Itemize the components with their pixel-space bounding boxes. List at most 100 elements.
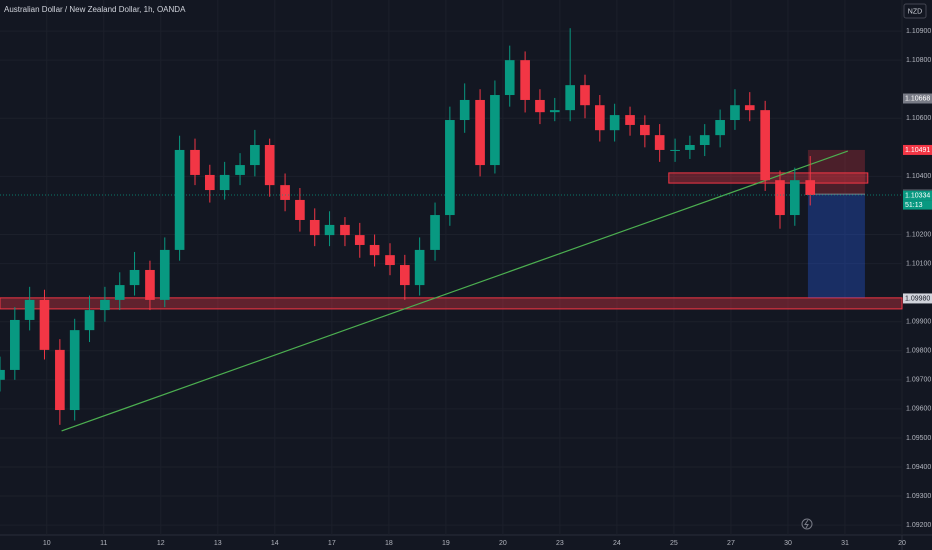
y-tick-label: 1.10400 xyxy=(906,173,931,180)
candle-body xyxy=(475,99,485,166)
candle-body xyxy=(535,99,545,113)
candle-body xyxy=(84,310,95,331)
candle-body xyxy=(490,95,500,166)
candle-body xyxy=(295,199,305,220)
candle-body xyxy=(0,369,5,380)
x-tick-label: 12 xyxy=(157,540,165,547)
candle-body xyxy=(129,269,140,286)
currency-label[interactable]: NZD xyxy=(908,8,922,15)
y-tick-label: 1.09500 xyxy=(906,435,931,442)
candle-body xyxy=(699,135,710,146)
candle-body xyxy=(24,299,35,320)
candle-body xyxy=(235,165,245,175)
candle-body xyxy=(159,249,170,300)
candle-body xyxy=(789,180,800,216)
x-tick-label: 14 xyxy=(271,540,279,547)
x-tick-label: 19 xyxy=(442,540,450,547)
y-tick-label: 1.09200 xyxy=(906,522,931,529)
price-label-box xyxy=(903,93,932,104)
candle-body xyxy=(309,219,320,236)
y-tick-label: 1.09400 xyxy=(906,464,931,471)
x-tick-label: 20 xyxy=(499,540,507,547)
candle-body xyxy=(250,145,260,166)
candle-body xyxy=(760,110,770,181)
candle-body xyxy=(219,174,230,191)
y-tick-label: 1.10800 xyxy=(906,57,931,64)
candle-body xyxy=(39,299,50,350)
candle-body xyxy=(685,145,695,150)
event-icon[interactable] xyxy=(801,518,813,530)
trendline xyxy=(61,150,849,432)
price-label-box xyxy=(903,144,932,155)
candle-body xyxy=(114,285,125,300)
price-label: 1.10334 xyxy=(905,192,930,199)
candle-body xyxy=(670,149,680,151)
candle-body xyxy=(354,235,365,245)
x-tick-label: 25 xyxy=(670,540,678,547)
event-icon-bolt xyxy=(804,519,809,529)
x-tick-label: 10 xyxy=(43,540,51,547)
plot-area xyxy=(0,28,903,432)
x-tick-label: 20 xyxy=(898,540,906,547)
x-tick-label: 18 xyxy=(385,540,393,547)
stop-area xyxy=(807,149,865,195)
x-tick-label: 30 xyxy=(784,540,792,547)
candle-body xyxy=(324,224,335,236)
price-label: 1.09980 xyxy=(905,295,930,302)
candle-body xyxy=(805,180,816,195)
candle-body xyxy=(190,149,200,175)
price-label-box xyxy=(903,190,932,201)
y-tick-label: 1.09600 xyxy=(906,406,931,413)
y-tick-label: 1.09300 xyxy=(906,493,931,500)
x-tick-label: 11 xyxy=(100,540,107,547)
candle-body xyxy=(715,120,725,136)
candle-body xyxy=(775,180,785,216)
y-tick-label: 1.10900 xyxy=(906,28,931,35)
x-tick-label: 31 xyxy=(841,540,849,547)
candle-body xyxy=(459,99,470,121)
x-tick-label: 17 xyxy=(328,540,336,547)
candle-body xyxy=(205,174,215,191)
target-area xyxy=(807,194,865,298)
y-tick-label: 1.10200 xyxy=(906,231,931,238)
candle-body xyxy=(174,149,185,250)
candle-body xyxy=(280,185,290,200)
price-label-box xyxy=(903,293,932,304)
x-tick-label: 23 xyxy=(556,540,564,547)
candle-body xyxy=(609,115,620,131)
candle-body xyxy=(340,224,350,236)
y-tick-label: 1.10600 xyxy=(906,115,931,122)
candle-body xyxy=(594,105,605,131)
countdown-box xyxy=(903,200,932,210)
x-tick-label: 27 xyxy=(727,540,735,547)
price-label: 1.10491 xyxy=(905,147,930,154)
candle-body xyxy=(264,145,275,186)
candle-body xyxy=(520,60,530,100)
candle-body xyxy=(549,110,560,113)
x-tick-label: 13 xyxy=(214,540,222,547)
candle-body xyxy=(640,124,650,136)
x-tick-label: 24 xyxy=(613,540,621,547)
candle-body xyxy=(445,120,455,216)
candle-body xyxy=(625,115,635,125)
candle-body xyxy=(730,105,740,121)
candle-body xyxy=(399,265,410,286)
candle-body xyxy=(55,349,65,411)
currency-box[interactable] xyxy=(903,3,927,19)
candle-body xyxy=(100,299,110,311)
candle-body xyxy=(654,135,665,150)
candle-body xyxy=(69,330,80,411)
candle-body xyxy=(744,105,755,111)
y-tick-label: 1.10100 xyxy=(906,260,931,267)
candle-body xyxy=(430,215,440,250)
chart-title: Australian Dollar / New Zealand Dollar, … xyxy=(4,5,186,14)
y-tick-label: 1.09700 xyxy=(906,377,931,384)
candle-body xyxy=(504,60,515,96)
candle-body xyxy=(414,249,425,286)
candle-body xyxy=(385,255,395,266)
candle-body xyxy=(10,319,20,370)
y-tick-label: 1.09900 xyxy=(906,319,931,326)
price-label: 1.10668 xyxy=(905,95,930,102)
